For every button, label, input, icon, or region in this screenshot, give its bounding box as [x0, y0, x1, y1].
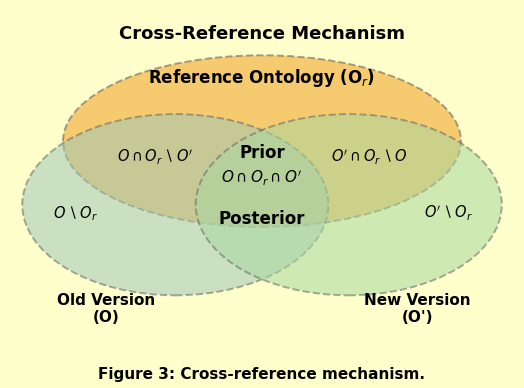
Text: $O'\cap O_r\setminus O$: $O'\cap O_r\setminus O$: [331, 147, 407, 167]
Ellipse shape: [195, 114, 502, 295]
Text: Old Version
(O): Old Version (O): [57, 293, 156, 325]
Text: Prior: Prior: [239, 144, 285, 163]
Text: Figure 3: Cross-reference mechanism.: Figure 3: Cross-reference mechanism.: [99, 367, 425, 382]
Text: $O\cap O_r\setminus O'$: $O\cap O_r\setminus O'$: [117, 147, 193, 167]
Text: $O'\setminus O_r$: $O'\setminus O_r$: [423, 204, 473, 223]
Ellipse shape: [22, 114, 329, 295]
Ellipse shape: [63, 55, 461, 227]
Text: $O\setminus O_r$: $O\setminus O_r$: [53, 204, 98, 223]
Text: $O\cap O_r\cap O'$: $O\cap O_r\cap O'$: [222, 168, 302, 188]
Text: Reference Ontology (O$_r$): Reference Ontology (O$_r$): [148, 67, 376, 88]
Text: Cross-Reference Mechanism: Cross-Reference Mechanism: [119, 24, 405, 43]
Text: New Version
(O'): New Version (O'): [364, 293, 471, 325]
Text: Posterior: Posterior: [219, 210, 305, 228]
